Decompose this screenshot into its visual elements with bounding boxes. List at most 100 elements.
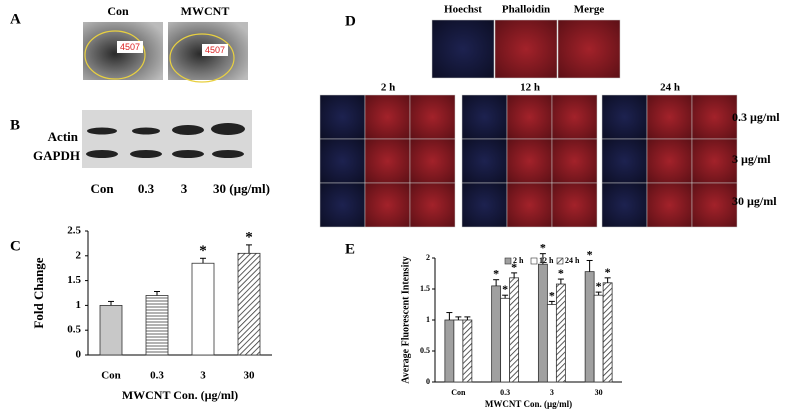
bar: [584, 271, 595, 383]
micrograph: [319, 94, 366, 140]
legend-swatch: [530, 257, 538, 265]
bar: [444, 319, 455, 383]
micrograph: [319, 138, 366, 184]
micrograph: [551, 138, 598, 184]
micrograph: [646, 182, 693, 228]
dose-label: 30 µg/ml: [732, 194, 777, 208]
micrograph: [601, 182, 648, 228]
legend-label: 24 h: [565, 256, 580, 265]
panel-label: A: [10, 11, 21, 27]
dose-label: 3 µg/ml: [732, 152, 771, 166]
significance: *: [540, 241, 546, 255]
y-tick-label: 2.5: [67, 225, 81, 237]
y-tick-label: 2: [426, 253, 430, 262]
significance: *: [596, 279, 602, 293]
bar: [593, 294, 604, 383]
panel-label: B: [10, 117, 20, 133]
legend-label: 12 h: [539, 256, 554, 265]
blot-bands: [86, 123, 245, 158]
x-tick-label: 0.3: [500, 388, 510, 397]
micrograph: [691, 94, 738, 140]
bar: [500, 297, 511, 383]
significance: *: [605, 265, 611, 279]
bar: [99, 304, 123, 356]
significance: *: [199, 243, 207, 259]
micrograph: [364, 94, 411, 140]
lane-label: 0.3: [138, 181, 155, 196]
y-tick-label: 0: [76, 349, 82, 361]
x-axis-label: MWCNT Con. (µg/ml): [485, 399, 572, 409]
significance: *: [502, 282, 508, 296]
row-label: Actin: [48, 129, 79, 144]
y-tick-label: 0.5: [67, 324, 81, 336]
x-tick-label: Con: [451, 388, 466, 397]
bar: [191, 262, 215, 356]
time-label: 12 h: [520, 82, 540, 94]
row-label: GAPDH: [33, 148, 80, 163]
y-tick-label: 1.5: [67, 274, 81, 286]
y-tick-label: 0.5: [420, 346, 430, 355]
label-box: [117, 41, 143, 53]
micrograph: [601, 94, 648, 140]
panel-label: C: [10, 238, 21, 254]
bar: [491, 285, 502, 383]
time-label: 24 h: [660, 82, 680, 94]
significance: *: [549, 288, 555, 302]
micrograph: [461, 94, 508, 140]
image-label: Con: [107, 4, 129, 18]
significance: *: [493, 267, 499, 281]
bar: [546, 304, 557, 383]
x-tick-label: 30: [595, 388, 603, 397]
lane-label: 3: [181, 181, 188, 196]
micrograph: [409, 94, 456, 140]
micrograph: [551, 182, 598, 228]
y-tick-label: 1: [426, 315, 430, 324]
micrograph: [506, 138, 553, 184]
label-box: [202, 44, 228, 56]
x-tick-label: 0.3: [150, 370, 164, 382]
stain-label: Merge: [574, 4, 605, 16]
micrograph: [601, 138, 648, 184]
legend-label: 2 h: [513, 256, 524, 265]
box-label: 4507: [205, 45, 225, 55]
stain-label: Phalloidin: [502, 4, 550, 16]
x-tick-label: Con: [101, 370, 121, 382]
bar: [509, 277, 520, 383]
micrograph: [409, 182, 456, 228]
outline: [169, 33, 235, 83]
micrograph: [319, 182, 366, 228]
x-tick-label: 30: [244, 370, 256, 382]
significance: *: [558, 266, 564, 280]
y-tick-label: 0: [426, 377, 430, 386]
bar: [462, 319, 473, 383]
bar: [602, 282, 613, 383]
micrograph: [364, 138, 411, 184]
significance: *: [245, 230, 253, 246]
time-label: 2 h: [381, 82, 395, 94]
bar: [537, 263, 548, 383]
micrograph: [409, 138, 456, 184]
y-axis-label: Average Fluorescent Intensity: [400, 256, 411, 383]
micrograph: [364, 182, 411, 228]
lane-label: 30 (µg/ml): [213, 181, 270, 196]
legend-swatch: [556, 257, 564, 265]
y-axis-label: Fold Change: [31, 257, 46, 328]
significance: *: [587, 247, 593, 261]
micrograph: [461, 138, 508, 184]
x-axis-label: MWCNT Con. (µg/ml): [122, 388, 238, 402]
micrograph: [551, 94, 598, 140]
y-tick-label: 1.5: [420, 284, 430, 293]
image-label: MWCNT: [181, 4, 230, 18]
lane-label: Con: [90, 181, 114, 196]
x-tick-label: 3: [550, 388, 554, 397]
micrograph: [691, 138, 738, 184]
micrograph: [646, 138, 693, 184]
micrograph: [506, 94, 553, 140]
box-label: 4507: [120, 42, 140, 52]
significance: *: [511, 260, 517, 274]
panel-label: E: [345, 241, 355, 257]
micrograph: [494, 19, 558, 79]
legend-swatch: [504, 257, 512, 265]
micrograph: [557, 19, 621, 79]
